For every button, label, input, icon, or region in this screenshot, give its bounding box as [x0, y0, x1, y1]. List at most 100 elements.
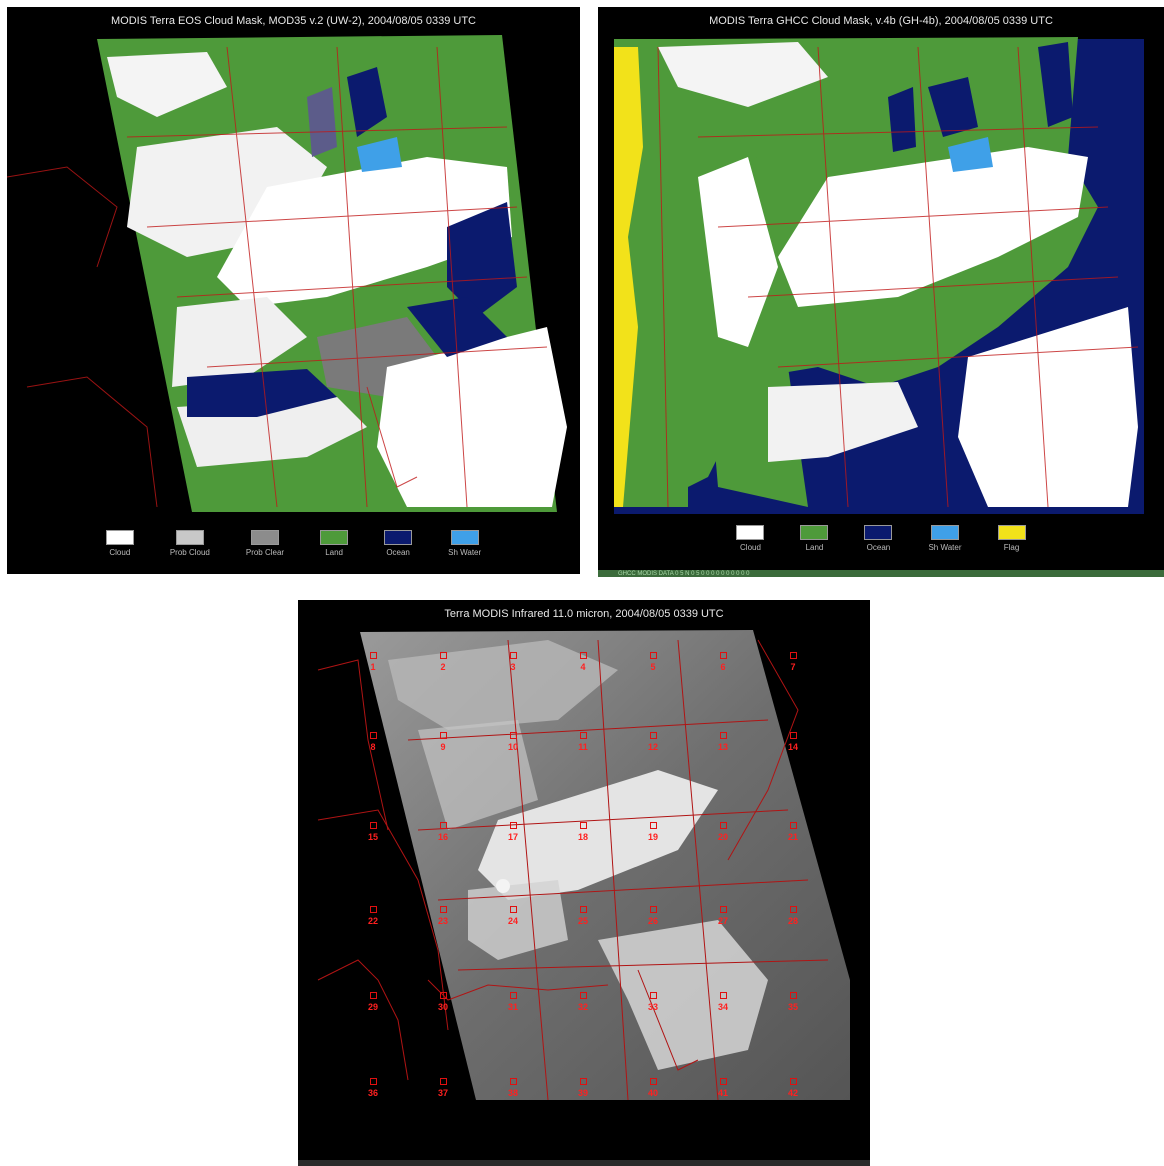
- legend-swatch-cloud: [105, 530, 134, 545]
- station-square-icon: [440, 992, 447, 999]
- station-square-icon: [790, 822, 797, 829]
- infrared-panel-title: Terra MODIS Infrared 11.0 micron, 2004/0…: [444, 608, 724, 620]
- station-number: 29: [367, 1002, 378, 1012]
- station-square-icon: [720, 652, 727, 659]
- station-number: 32: [577, 1002, 588, 1012]
- station-number: 23: [437, 916, 448, 926]
- ghcc-cloud-mask-image: [614, 37, 1144, 514]
- station-square-icon: [580, 732, 587, 739]
- station-number: 13: [717, 742, 728, 752]
- station-number: 38: [507, 1088, 518, 1098]
- station-square-icon: [580, 652, 587, 659]
- station-number: 31: [507, 1002, 518, 1012]
- station-number: 15: [367, 832, 378, 842]
- station-number: 22: [367, 916, 378, 926]
- eos-legend: Cloud Prob Cloud Prob Clear Land Ocean S…: [7, 530, 580, 557]
- station-square-icon: [370, 822, 377, 829]
- ghcc-legend: Cloud Land Ocean Sh Water Flag: [598, 525, 1164, 552]
- station-number: 35: [787, 1002, 798, 1012]
- station-square-icon: [650, 732, 657, 739]
- station-number: 18: [577, 832, 588, 842]
- legend-item-cloud: Cloud: [105, 530, 134, 557]
- station-number: 14: [787, 742, 798, 752]
- ghcc-panel-title: MODIS Terra GHCC Cloud Mask, v.4b (GH-4b…: [709, 15, 1053, 27]
- infrared-image: [317, 630, 850, 1101]
- station-square-icon: [370, 732, 377, 739]
- station-number: 40: [647, 1088, 658, 1098]
- legend-swatch-flag: [997, 525, 1026, 540]
- station-number: 24: [507, 916, 518, 926]
- station-number: 3: [510, 662, 516, 672]
- station-square-icon: [650, 652, 657, 659]
- station-square-icon: [580, 1078, 587, 1085]
- station-number: 16: [437, 832, 448, 842]
- station-number: 37: [437, 1088, 448, 1098]
- station-square-icon: [790, 1078, 797, 1085]
- legend-item-flag: Flag: [997, 525, 1026, 552]
- station-number: 5: [650, 662, 656, 672]
- legend-item-prob-cloud: Prob Cloud: [170, 530, 210, 557]
- legend-item-land: Land: [800, 525, 829, 552]
- station-number: 1: [370, 662, 376, 672]
- legend-swatch-prob-clear: [250, 530, 279, 545]
- station-number: 27: [717, 916, 728, 926]
- station-number: 30: [437, 1002, 448, 1012]
- station-number: 4: [580, 662, 586, 672]
- station-square-icon: [720, 1078, 727, 1085]
- station-number: 12: [647, 742, 658, 752]
- station-number: 10: [507, 742, 518, 752]
- station-number: 26: [647, 916, 658, 926]
- legend-swatch-ocean: [384, 530, 413, 545]
- station-square-icon: [510, 732, 517, 739]
- ghcc-footer-bar: [598, 570, 1164, 577]
- cloud-mask-panel-eos: MODIS Terra EOS Cloud Mask, MOD35 v.2 (U…: [7, 7, 580, 574]
- station-square-icon: [440, 652, 447, 659]
- legend-swatch-land: [320, 530, 349, 545]
- station-number: 36: [367, 1088, 378, 1098]
- legend-item-ocean: Ocean: [384, 530, 413, 557]
- legend-swatch-ocean: [864, 525, 893, 540]
- station-square-icon: [580, 906, 587, 913]
- station-square-icon: [370, 652, 377, 659]
- station-square-icon: [370, 992, 377, 999]
- station-square-icon: [510, 906, 517, 913]
- legend-swatch-sh-water: [450, 530, 479, 545]
- legend-item-land: Land: [320, 530, 349, 557]
- station-square-icon: [720, 906, 727, 913]
- station-square-icon: [440, 732, 447, 739]
- station-number: 28: [787, 916, 798, 926]
- station-square-icon: [720, 992, 727, 999]
- station-number: 34: [717, 1002, 728, 1012]
- station-square-icon: [790, 906, 797, 913]
- eos-cloud-mask-image: [7, 35, 567, 512]
- station-square-icon: [510, 652, 517, 659]
- station-square-icon: [510, 822, 517, 829]
- station-number: 42: [787, 1088, 798, 1098]
- station-square-icon: [580, 992, 587, 999]
- legend-item-sh-water: Sh Water: [928, 525, 962, 552]
- station-square-icon: [650, 1078, 657, 1085]
- station-number: 8: [370, 742, 376, 752]
- station-square-icon: [440, 906, 447, 913]
- station-number: 20: [717, 832, 728, 842]
- station-number: 25: [577, 916, 588, 926]
- legend-swatch-land: [800, 525, 829, 540]
- legend-item-cloud: Cloud: [736, 525, 765, 552]
- station-square-icon: [650, 906, 657, 913]
- station-square-icon: [790, 992, 797, 999]
- station-number: 33: [647, 1002, 658, 1012]
- station-number: 11: [578, 742, 588, 752]
- station-square-icon: [650, 992, 657, 999]
- legend-swatch-sh-water: [930, 525, 959, 540]
- station-square-icon: [440, 822, 447, 829]
- station-number: 39: [577, 1088, 588, 1098]
- station-square-icon: [440, 1078, 447, 1085]
- station-number: 41: [717, 1088, 728, 1098]
- station-square-icon: [510, 1078, 517, 1085]
- station-square-icon: [510, 992, 517, 999]
- legend-item-sh-water: Sh Water: [448, 530, 481, 557]
- station-number: 17: [507, 832, 518, 842]
- station-square-icon: [790, 732, 797, 739]
- legend-swatch-prob-cloud: [175, 530, 204, 545]
- station-square-icon: [370, 906, 377, 913]
